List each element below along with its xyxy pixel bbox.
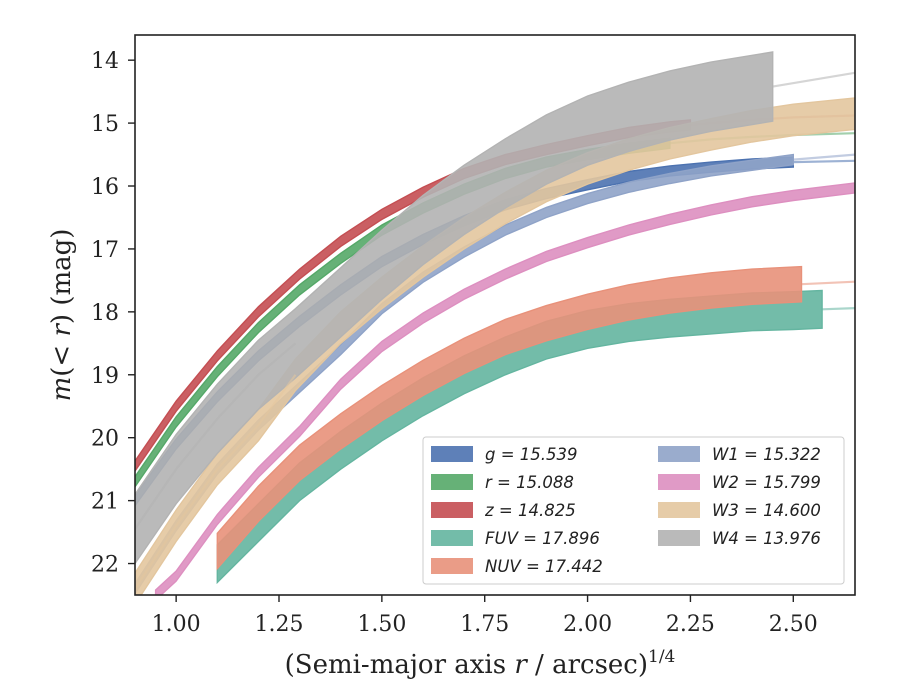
x-axis-label: (Semi-major axis r / arcsec)1/4 [285, 647, 676, 680]
series-w2-band [154, 182, 855, 595]
series-layer [135, 51, 855, 595]
y-tick-label: 16 [91, 175, 119, 200]
y-tick-label: 15 [91, 112, 119, 137]
legend-label-g: g = 15.539 [485, 445, 578, 464]
series-w4-lead [135, 342, 297, 530]
legend-swatch-z [431, 502, 473, 518]
y-tick-label: 21 [91, 490, 119, 515]
series-w4-band [135, 51, 774, 565]
legend-swatch-w1 [658, 446, 700, 462]
legend-swatch-g [431, 446, 473, 462]
y-tick-label: 20 [91, 427, 119, 452]
x-tick-label: 2.25 [666, 612, 715, 637]
legend: g = 15.539 r = 15.088 z = 14.825 FUV = 17.8… [422, 436, 845, 585]
y-tick-label: 22 [91, 553, 119, 578]
legend-swatch-nuv [431, 558, 473, 574]
x-tick-label: 1.00 [152, 612, 201, 637]
series-w3-lead [135, 374, 297, 590]
series-nuv-extension [801, 280, 855, 286]
legend-swatch-w3 [658, 502, 700, 518]
y-axis-label: m(< r) (mag) [47, 229, 77, 402]
series-w1-extension [793, 153, 855, 161]
legend-label-fuv: FUV = 17.896 [485, 529, 600, 548]
y-tick-label: 19 [91, 364, 119, 389]
y-tick-label: 18 [91, 301, 119, 326]
x-tick-label: 2.00 [563, 612, 612, 637]
series-fuv-extension [822, 307, 855, 311]
legend-label-w1: W1 = 15.322 [712, 445, 821, 464]
legend-swatch-r [431, 474, 473, 490]
legend-label-w4: W4 = 13.976 [712, 529, 821, 548]
series-g-extension [793, 159, 855, 164]
legend-swatch-w2 [658, 474, 700, 490]
legend-swatch-w4 [658, 530, 700, 546]
legend-label-w2: W2 = 15.799 [712, 473, 821, 492]
legend-swatch-fuv [431, 530, 473, 546]
x-tick-label: 1.75 [460, 612, 509, 637]
plot-frame [134, 34, 856, 596]
x-tick-label: 1.50 [357, 612, 406, 637]
legend-label-z: z = 14.825 [484, 501, 576, 520]
legend-label-nuv: NUV = 17.442 [485, 557, 603, 576]
y-tick-label: 14 [91, 49, 119, 74]
series-w4-extension [772, 71, 855, 88]
x-axis: 1.00 1.25 1.50 1.75 2.00 2.25 2.50 [152, 595, 818, 637]
legend-label-w3: W3 = 14.600 [712, 501, 821, 520]
series-nuv-band [216, 265, 803, 571]
x-tick-label: 1.25 [255, 612, 304, 637]
x-tick-label: 2.50 [769, 612, 818, 637]
legend-box [422, 436, 845, 585]
y-axis: 14 15 16 17 18 19 20 21 22 [91, 49, 135, 578]
legend-label-r: r = 15.088 [485, 473, 574, 492]
y-tick-label: 17 [91, 238, 119, 263]
